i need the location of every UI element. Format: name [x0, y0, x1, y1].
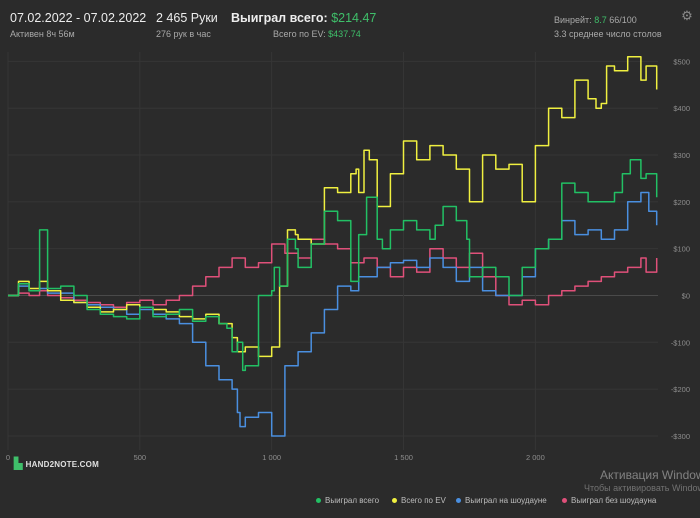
x-tick-label: 1 000 — [262, 453, 281, 462]
y-tick-label: $500 — [673, 57, 690, 66]
legend-dot-icon — [316, 498, 321, 503]
series-line-3 — [8, 238, 658, 308]
avg-tables: 3.3 среднее число столов — [554, 29, 662, 39]
series-line-1 — [8, 55, 658, 358]
y-tick-label: $0 — [682, 291, 690, 300]
windows-activation-watermark: Активация Windows — [600, 468, 700, 482]
date-range[interactable]: 07.02.2022 - 07.02.2022 — [10, 11, 147, 25]
ev-total: Всего по EV: $437.74 — [273, 29, 361, 39]
chart-ticks: $500 $400 $300 $200 $100 $0 -$100 -$200 -$300 0 50… — [6, 57, 690, 462]
hands-count: 2 465 Руки — [156, 11, 218, 25]
x-tick-label: 1 500 — [394, 453, 413, 462]
y-tick-label: -$100 — [671, 338, 690, 347]
won-total-label: Выиграл всего: — [231, 11, 328, 25]
winrate: Винрейт: 8.7 66/100 — [554, 15, 637, 25]
legend-item-ev-total[interactable]: Всего по EV — [392, 496, 446, 505]
y-tick-label: -$300 — [671, 432, 690, 441]
active-time: Активен 8ч 56м — [10, 29, 75, 39]
legend-dot-icon — [392, 498, 397, 503]
hand2note-logo: ▙ HAND2NOTE.COM — [14, 457, 99, 470]
winrate-label: Винрейт: — [554, 15, 592, 25]
chart-grid — [7, 52, 658, 450]
x-tick-label: 500 — [134, 453, 147, 462]
chart-series — [8, 55, 658, 437]
series-line-0 — [8, 158, 658, 372]
legend-item-won-showdown[interactable]: Выиграл на шоудауне — [456, 496, 547, 505]
y-tick-label: $400 — [673, 104, 690, 113]
legend-label: Выиграл на шоудауне — [465, 496, 547, 505]
y-tick-label: $300 — [673, 151, 690, 160]
legend-dot-icon — [562, 498, 567, 503]
gear-icon[interactable]: ⚙ — [681, 8, 693, 23]
ev-total-value: $437.74 — [328, 29, 361, 39]
ev-total-label: Всего по EV: — [273, 29, 326, 39]
legend-dot-icon — [456, 498, 461, 503]
won-total: Выиграл всего: $214.47 — [231, 11, 376, 25]
legend-item-won-no-showdown[interactable]: Выиграл без шоудауна — [562, 496, 656, 505]
hands-per-hour: 276 рук в час — [156, 29, 211, 39]
x-tick-label: 0 — [6, 453, 10, 462]
winrate-value: 8.7 — [594, 15, 607, 25]
windows-activation-subtitle: Чтобы активировать Windows — [584, 483, 700, 493]
legend-item-won-total[interactable]: Выиграл всего — [316, 496, 379, 505]
legend-label: Выиграл всего — [325, 496, 380, 505]
winrate-suffix: 66/100 — [609, 15, 637, 25]
won-total-value: $214.47 — [331, 11, 377, 25]
y-tick-label: $200 — [673, 198, 690, 207]
legend-label: Выиграл без шоудауна — [571, 496, 657, 505]
logo-text: HAND2NOTE.COM — [25, 460, 99, 469]
y-tick-label: -$200 — [671, 385, 690, 394]
logo-mark-icon: ▙ — [14, 458, 23, 470]
stats-header: 07.02.2022 - 07.02.2022 Активен 8ч 56м 2… — [0, 0, 700, 46]
legend-label: Всего по EV — [401, 496, 446, 505]
y-tick-label: $100 — [673, 245, 690, 254]
x-tick-label: 2 000 — [526, 453, 545, 462]
